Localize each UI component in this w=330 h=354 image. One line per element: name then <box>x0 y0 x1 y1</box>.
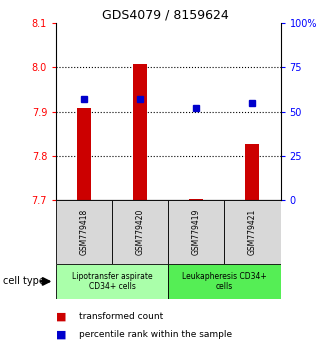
Text: ■: ■ <box>56 330 67 339</box>
Text: GDS4079 / 8159624: GDS4079 / 8159624 <box>102 9 228 22</box>
Text: GSM779421: GSM779421 <box>248 209 257 255</box>
FancyBboxPatch shape <box>112 200 168 264</box>
Bar <box>246 144 259 200</box>
Text: Leukapheresis CD34+
cells: Leukapheresis CD34+ cells <box>182 272 267 291</box>
FancyBboxPatch shape <box>168 200 224 264</box>
Text: Lipotransfer aspirate
CD34+ cells: Lipotransfer aspirate CD34+ cells <box>72 272 152 291</box>
Text: GSM779419: GSM779419 <box>192 209 201 255</box>
Text: GSM779420: GSM779420 <box>136 209 145 255</box>
Bar <box>133 64 147 200</box>
Text: percentile rank within the sample: percentile rank within the sample <box>79 330 232 339</box>
Text: transformed count: transformed count <box>79 312 163 321</box>
FancyBboxPatch shape <box>224 200 280 264</box>
Text: cell type: cell type <box>3 276 45 286</box>
FancyBboxPatch shape <box>56 264 168 299</box>
FancyBboxPatch shape <box>56 200 112 264</box>
Text: GSM779418: GSM779418 <box>80 209 89 255</box>
Text: ■: ■ <box>56 312 67 322</box>
Bar <box>77 108 91 200</box>
Bar <box>189 199 203 200</box>
FancyBboxPatch shape <box>168 264 280 299</box>
